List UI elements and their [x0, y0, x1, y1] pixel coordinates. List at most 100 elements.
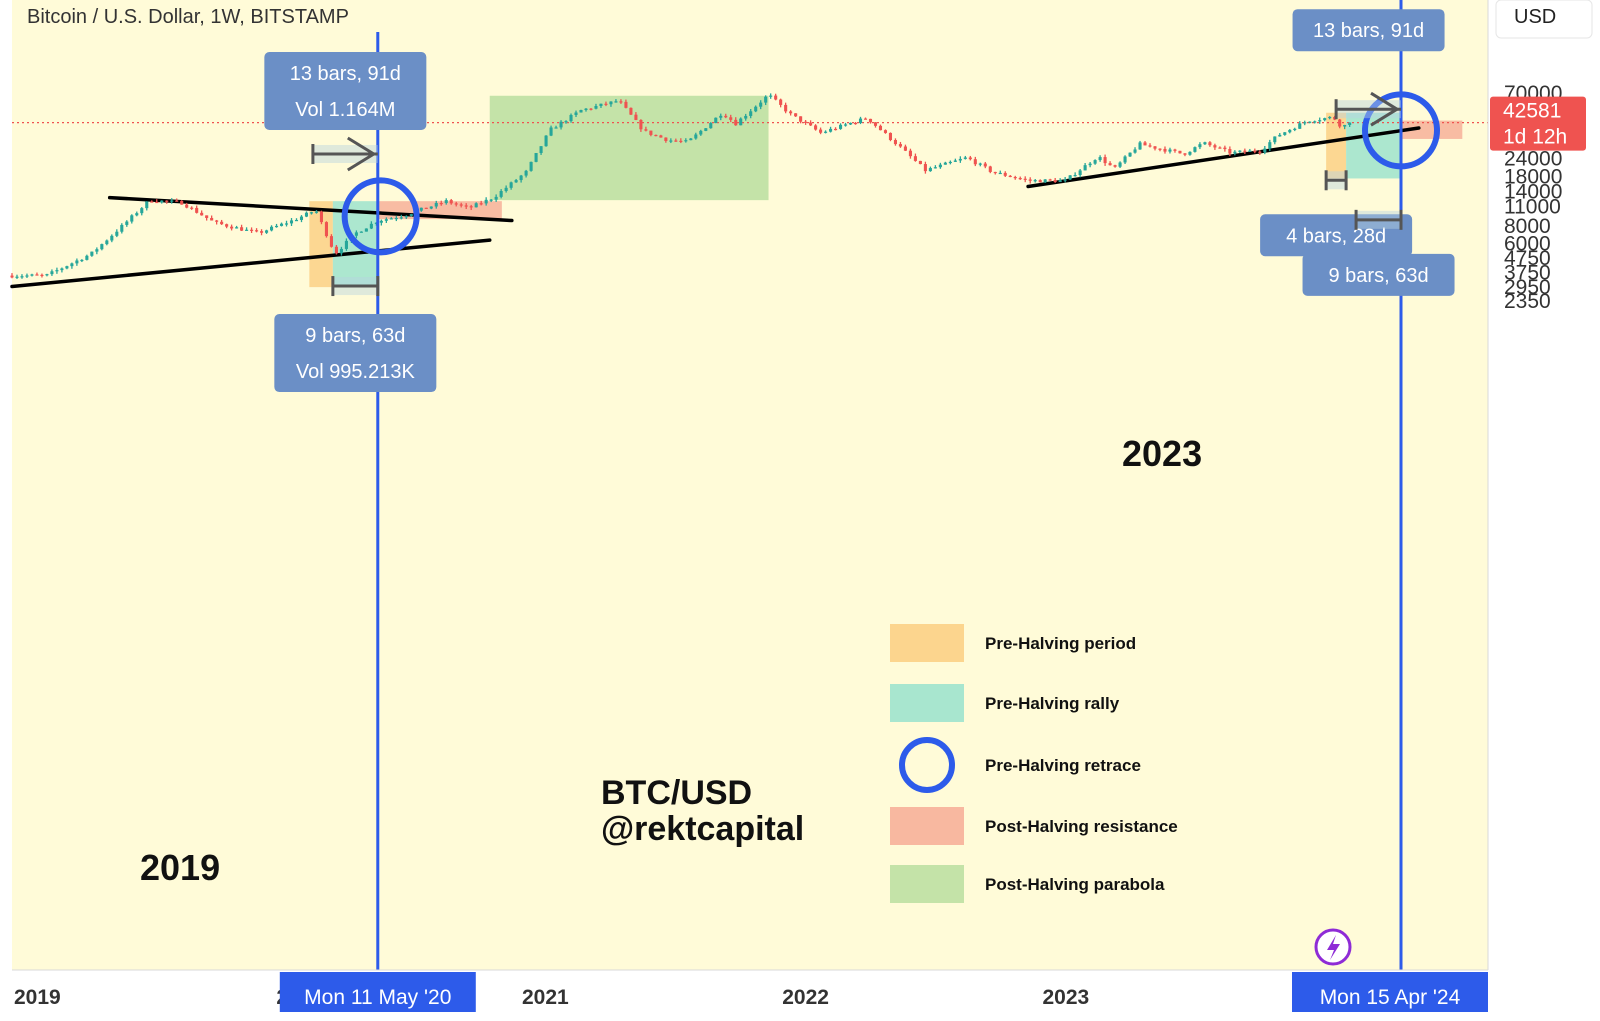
- candle[interactable]: [614, 99, 618, 103]
- candle[interactable]: [519, 174, 523, 183]
- candle[interactable]: [75, 258, 79, 266]
- candle[interactable]: [1023, 176, 1027, 183]
- candle[interactable]: [784, 102, 788, 114]
- candle[interactable]: [719, 113, 723, 121]
- candle[interactable]: [1278, 133, 1282, 137]
- candle[interactable]: [1118, 161, 1122, 169]
- candle[interactable]: [235, 225, 239, 229]
- measure-5[interactable]: 9 bars, 63d: [1302, 209, 1455, 296]
- candle[interactable]: [564, 120, 568, 124]
- candle[interactable]: [529, 161, 533, 172]
- currency-label[interactable]: USD: [1514, 6, 1556, 28]
- candle[interactable]: [1198, 142, 1202, 150]
- candle[interactable]: [1113, 164, 1117, 168]
- candle[interactable]: [958, 156, 962, 163]
- retrace-circle-1[interactable]: [341, 177, 420, 256]
- candle[interactable]: [1163, 146, 1167, 154]
- candle[interactable]: [584, 108, 588, 112]
- candle[interactable]: [1018, 176, 1022, 180]
- candle[interactable]: [444, 198, 448, 205]
- measure-3[interactable]: 13 bars, 91d: [1292, 9, 1445, 127]
- candle[interactable]: [734, 117, 738, 126]
- candle[interactable]: [274, 223, 279, 228]
- symbol-title[interactable]: Bitcoin / U.S. Dollar, 1W, BITSTAMP: [27, 6, 349, 28]
- candle[interactable]: [804, 120, 808, 125]
- candle[interactable]: [344, 238, 348, 251]
- candle[interactable]: [1218, 146, 1222, 149]
- candle[interactable]: [1053, 177, 1057, 183]
- candle[interactable]: [130, 214, 134, 224]
- candle[interactable]: [559, 120, 563, 130]
- currency-button[interactable]: [1495, 0, 1593, 39]
- candle[interactable]: [404, 215, 408, 219]
- candle[interactable]: [1238, 150, 1242, 154]
- candle[interactable]: [1133, 147, 1137, 154]
- candle[interactable]: [95, 247, 99, 255]
- candle[interactable]: [265, 229, 269, 234]
- candle[interactable]: [409, 213, 413, 217]
- candle[interactable]: [484, 197, 488, 206]
- candle[interactable]: [364, 228, 368, 232]
- candle[interactable]: [1033, 178, 1037, 183]
- candle[interactable]: [694, 132, 698, 140]
- candle[interactable]: [170, 198, 174, 204]
- candle[interactable]: [569, 113, 573, 123]
- candle[interactable]: [399, 214, 403, 220]
- candle[interactable]: [744, 113, 748, 121]
- candle[interactable]: [40, 273, 44, 278]
- candle[interactable]: [1128, 152, 1132, 157]
- candle[interactable]: [429, 206, 433, 210]
- candle[interactable]: [55, 267, 59, 274]
- candle[interactable]: [1293, 127, 1297, 132]
- candle[interactable]: [1298, 121, 1302, 129]
- candle[interactable]: [369, 221, 373, 230]
- candle[interactable]: [1178, 150, 1182, 154]
- candle[interactable]: [888, 132, 893, 142]
- candle[interactable]: [474, 202, 478, 208]
- candle[interactable]: [789, 110, 793, 116]
- candle[interactable]: [913, 153, 917, 162]
- trend-line-3[interactable]: [1026, 126, 1421, 189]
- candle[interactable]: [205, 215, 209, 221]
- candle[interactable]: [509, 181, 513, 190]
- candle[interactable]: [424, 207, 428, 209]
- candle[interactable]: [689, 138, 693, 141]
- candle[interactable]: [459, 202, 463, 208]
- candle[interactable]: [1143, 141, 1147, 146]
- candle[interactable]: [1188, 151, 1192, 156]
- candle[interactable]: [644, 126, 648, 132]
- candle[interactable]: [240, 224, 244, 232]
- candle[interactable]: [230, 224, 234, 231]
- candle[interactable]: [1098, 155, 1102, 162]
- candle[interactable]: [449, 198, 453, 205]
- candle[interactable]: [594, 103, 598, 110]
- candle[interactable]: [848, 122, 853, 126]
- candle[interactable]: [1043, 179, 1047, 183]
- candle[interactable]: [294, 218, 299, 222]
- candle[interactable]: [110, 234, 114, 243]
- candle[interactable]: [1183, 153, 1187, 157]
- candle[interactable]: [928, 166, 932, 172]
- candle[interactable]: [115, 229, 119, 238]
- candle[interactable]: [1003, 171, 1007, 178]
- candle[interactable]: [319, 210, 324, 225]
- candle[interactable]: [609, 101, 613, 107]
- candle[interactable]: [878, 124, 883, 131]
- candle[interactable]: [1213, 143, 1217, 150]
- candle[interactable]: [150, 200, 154, 203]
- candle[interactable]: [968, 155, 972, 161]
- candle[interactable]: [938, 162, 942, 169]
- candle[interactable]: [85, 254, 89, 261]
- candle[interactable]: [918, 160, 922, 165]
- candle[interactable]: [953, 158, 957, 163]
- candle[interactable]: [379, 219, 383, 226]
- candle[interactable]: [1313, 120, 1317, 124]
- candle[interactable]: [579, 109, 583, 113]
- candle[interactable]: [1323, 117, 1327, 122]
- candle[interactable]: [65, 265, 69, 270]
- candle[interactable]: [105, 239, 109, 246]
- candle[interactable]: [1158, 148, 1162, 152]
- candle[interactable]: [220, 219, 224, 225]
- candle[interactable]: [868, 118, 873, 124]
- candle[interactable]: [1138, 140, 1142, 150]
